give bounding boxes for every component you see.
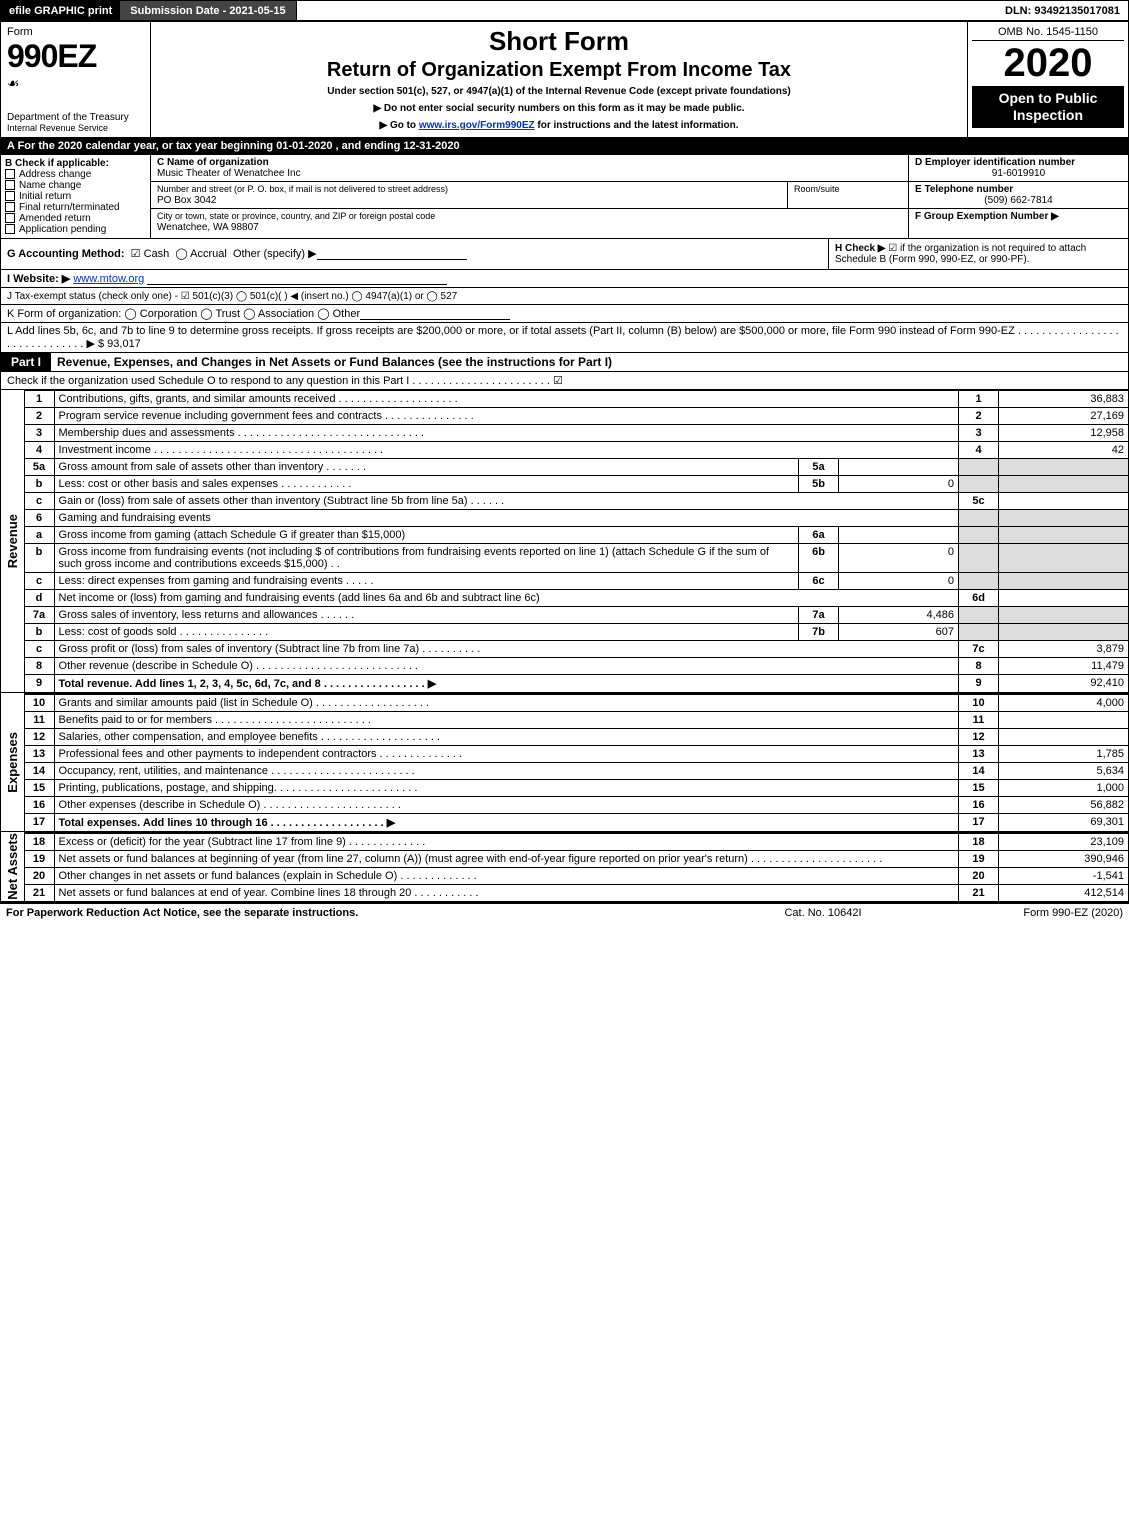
expenses-vert-label: Expenses xyxy=(0,693,24,832)
k-text: K Form of organization: ◯ Corporation ◯ … xyxy=(7,308,360,320)
dept-treasury: Department of the Treasury xyxy=(7,112,144,123)
footer-right: Form 990-EZ (2020) xyxy=(923,907,1123,919)
revenue-vert-label: Revenue xyxy=(0,390,24,693)
goto-post: for instructions and the latest informat… xyxy=(535,120,739,131)
page-footer: For Paperwork Reduction Act Notice, see … xyxy=(0,902,1129,922)
info-grid: B Check if applicable: Address change Na… xyxy=(0,155,1129,239)
line-a: A For the 2020 calendar year, or tax yea… xyxy=(0,138,1129,155)
col-b: B Check if applicable: Address change Na… xyxy=(1,155,151,238)
subtitle: Under section 501(c), 527, or 4947(a)(1)… xyxy=(159,86,959,97)
col-c: C Name of organization Music Theater of … xyxy=(151,155,908,238)
part1-header: Part I Revenue, Expenses, and Changes in… xyxy=(0,353,1129,372)
col-b-title: B Check if applicable: xyxy=(5,158,109,169)
g-accrual: Accrual xyxy=(190,248,227,260)
room-label: Room/suite xyxy=(794,184,840,194)
optsB-3: Final return/terminated xyxy=(19,202,120,213)
netassets-table: 18Excess or (deficit) for the year (Subt… xyxy=(24,832,1129,902)
l-amt: $ 93,017 xyxy=(98,338,141,350)
optsB-1: Name change xyxy=(19,180,81,191)
dln-label: DLN: 93492135017081 xyxy=(997,5,1128,17)
expenses-table: 10Grants and similar amounts paid (list … xyxy=(24,693,1129,832)
optsB-0: Address change xyxy=(19,169,91,180)
optsB-2: Initial return xyxy=(19,191,71,202)
optsB-4: Amended return xyxy=(19,213,91,224)
netassets-vert-label: Net Assets xyxy=(0,832,24,902)
c-label: C Name of organization xyxy=(157,157,269,168)
dept-irs: Internal Revenue Service xyxy=(7,123,144,133)
city-value: Wenatchee, WA 98807 xyxy=(157,222,259,233)
efile-label: efile GRAPHIC print xyxy=(1,1,120,20)
open-public-box: Open to Public Inspection xyxy=(972,86,1124,128)
org-name: Music Theater of Wenatchee Inc xyxy=(157,168,301,179)
line-i: I Website: ▶ www.mtow.org xyxy=(0,270,1129,288)
g-other: Other (specify) ▶ xyxy=(233,248,317,260)
i-label: I Website: ▶ xyxy=(7,273,70,285)
city-label: City or town, state or province, country… xyxy=(157,211,435,221)
line-k: K Form of organization: ◯ Corporation ◯ … xyxy=(0,305,1129,323)
footer-left: For Paperwork Reduction Act Notice, see … xyxy=(6,907,723,919)
form-label: Form xyxy=(7,26,144,38)
optsB-5: Application pending xyxy=(19,224,106,235)
part1-label: Part I xyxy=(1,353,51,371)
omb-number: OMB No. 1545-1150 xyxy=(972,24,1124,41)
form-header: Form 990EZ ☙ Department of the Treasury … xyxy=(0,22,1129,138)
line-l: L Add lines 5b, 6c, and 7b to line 9 to … xyxy=(0,323,1129,353)
addr-label: Number and street (or P. O. box, if mail… xyxy=(157,184,448,194)
g-label: G Accounting Method: xyxy=(7,248,125,260)
ein-value: 91-6019910 xyxy=(915,168,1122,179)
website-link[interactable]: www.mtow.org xyxy=(73,273,144,285)
footer-center: Cat. No. 10642I xyxy=(723,907,923,919)
l-text: L Add lines 5b, 6c, and 7b to line 9 to … xyxy=(7,325,1119,350)
e-label: E Telephone number xyxy=(915,184,1013,195)
line-j: J Tax-exempt status (check only one) - ☑… xyxy=(0,288,1129,305)
h-label: H Check ▶ xyxy=(835,243,888,254)
phone-value: (509) 662-7814 xyxy=(915,195,1122,206)
g-cash: Cash xyxy=(144,248,170,260)
irs-link[interactable]: www.irs.gov/Form990EZ xyxy=(419,120,535,131)
d-label: D Employer identification number xyxy=(915,157,1075,168)
warning-line: ▶ Do not enter social security numbers o… xyxy=(159,103,959,114)
main-title: Return of Organization Exempt From Incom… xyxy=(159,59,959,82)
f-label: F Group Exemption Number ▶ xyxy=(915,211,1059,222)
goto-pre: ▶ Go to xyxy=(379,120,418,131)
goto-line: ▶ Go to www.irs.gov/Form990EZ for instru… xyxy=(159,120,959,131)
part1-checkline: Check if the organization used Schedule … xyxy=(0,372,1129,390)
revenue-table: 1Contributions, gifts, grants, and simil… xyxy=(24,390,1129,693)
j-text: J Tax-exempt status (check only one) - ☑… xyxy=(7,291,457,302)
form-number: 990EZ xyxy=(7,38,144,75)
addr-value: PO Box 3042 xyxy=(157,195,216,206)
short-form-title: Short Form xyxy=(159,26,959,57)
top-bar: efile GRAPHIC print Submission Date - 20… xyxy=(0,0,1129,22)
part1-title: Revenue, Expenses, and Changes in Net As… xyxy=(51,353,618,371)
tax-year: 2020 xyxy=(972,41,1124,86)
submission-date: Submission Date - 2021-05-15 xyxy=(120,1,296,20)
col-d: D Employer identification number 91-6019… xyxy=(908,155,1128,238)
